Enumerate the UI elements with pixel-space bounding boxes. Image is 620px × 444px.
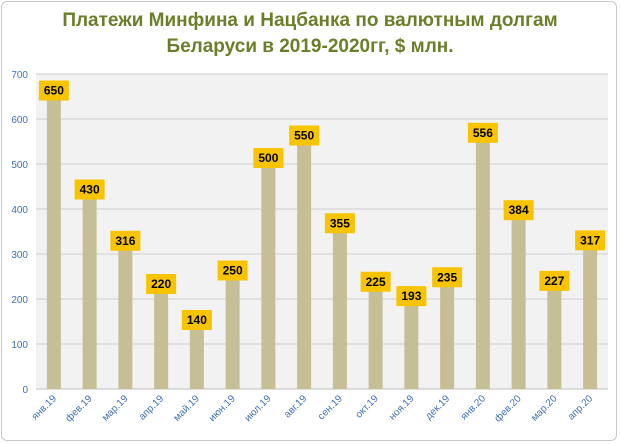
data-label: 650 xyxy=(44,84,64,98)
data-label-box xyxy=(539,270,570,291)
data-label-box xyxy=(289,125,320,146)
data-label: 317 xyxy=(580,233,600,247)
x-tick-label: янв.20 xyxy=(459,393,488,422)
x-tick-label: июл.19 xyxy=(243,393,274,424)
data-label-box xyxy=(396,286,427,307)
y-tick-label: 500 xyxy=(11,160,28,171)
bar xyxy=(332,229,347,389)
bar xyxy=(583,246,598,389)
data-label-box xyxy=(38,80,69,101)
data-label: 316 xyxy=(115,234,135,248)
bar xyxy=(368,287,383,389)
x-tick-label: авг.19 xyxy=(282,393,309,420)
bar xyxy=(46,96,61,389)
bar xyxy=(440,283,455,389)
data-label: 556 xyxy=(473,126,493,140)
data-label-box xyxy=(217,260,248,281)
y-tick-label: 200 xyxy=(11,295,28,306)
x-tick-label: мар.20 xyxy=(529,393,560,424)
x-tick-label: дек.19 xyxy=(423,393,452,422)
x-tick-label: фев.20 xyxy=(492,392,524,424)
x-tick-label: ноя.19 xyxy=(387,393,417,423)
data-label-box xyxy=(503,200,534,221)
x-tick-label: фев.19 xyxy=(63,392,95,424)
bar xyxy=(189,326,204,389)
chart-title-line-2: Беларуси в 2019-2020гг, $ млн. xyxy=(166,36,454,57)
x-tick-label: янв.19 xyxy=(30,393,59,422)
bar xyxy=(118,246,133,389)
data-label-box xyxy=(74,179,105,200)
data-label-box xyxy=(575,230,606,251)
data-label: 550 xyxy=(294,129,314,143)
data-label-box xyxy=(360,271,391,292)
y-tick-label: 300 xyxy=(11,250,28,261)
bar xyxy=(475,138,490,389)
data-label-box xyxy=(324,213,355,234)
bar xyxy=(511,216,526,389)
data-label: 140 xyxy=(187,313,207,327)
data-label: 500 xyxy=(258,151,278,165)
data-label: 384 xyxy=(509,203,529,217)
x-tick-label: апр.19 xyxy=(137,393,167,423)
data-label: 225 xyxy=(366,275,386,289)
data-label: 220 xyxy=(151,277,171,291)
bar xyxy=(261,164,276,389)
data-label-box xyxy=(146,274,177,294)
x-tick-label: апр.20 xyxy=(566,393,596,423)
x-tick-label: окт.19 xyxy=(354,393,381,420)
data-label-box xyxy=(253,148,284,168)
y-tick-label: 400 xyxy=(11,205,28,216)
data-label-box xyxy=(110,230,141,251)
data-label: 355 xyxy=(330,216,350,230)
data-label: 430 xyxy=(80,183,100,197)
bar xyxy=(547,286,562,389)
x-tick-label: мар.19 xyxy=(100,393,131,424)
chart-title-line-1: Платежи Минфина и Нацбанка по валютным д… xyxy=(62,10,558,31)
y-tick-label: 100 xyxy=(11,340,28,351)
data-label-box xyxy=(467,122,498,143)
bar xyxy=(82,195,97,389)
x-tick-label: сен.19 xyxy=(316,393,345,422)
y-tick-label: 700 xyxy=(11,70,28,81)
x-tick-label: июн.19 xyxy=(207,393,238,424)
bar xyxy=(297,141,312,389)
y-tick-label: 600 xyxy=(11,115,28,126)
x-tick-label: май.19 xyxy=(172,393,203,424)
y-tick-label: 0 xyxy=(22,385,28,396)
data-label: 235 xyxy=(437,270,457,284)
data-label: 250 xyxy=(223,264,243,278)
bar xyxy=(225,276,240,389)
data-label: 227 xyxy=(544,274,564,288)
data-label-box xyxy=(181,310,212,330)
bar xyxy=(154,290,169,389)
bar xyxy=(404,302,419,389)
data-label-box xyxy=(432,267,463,288)
data-label: 193 xyxy=(401,289,421,303)
